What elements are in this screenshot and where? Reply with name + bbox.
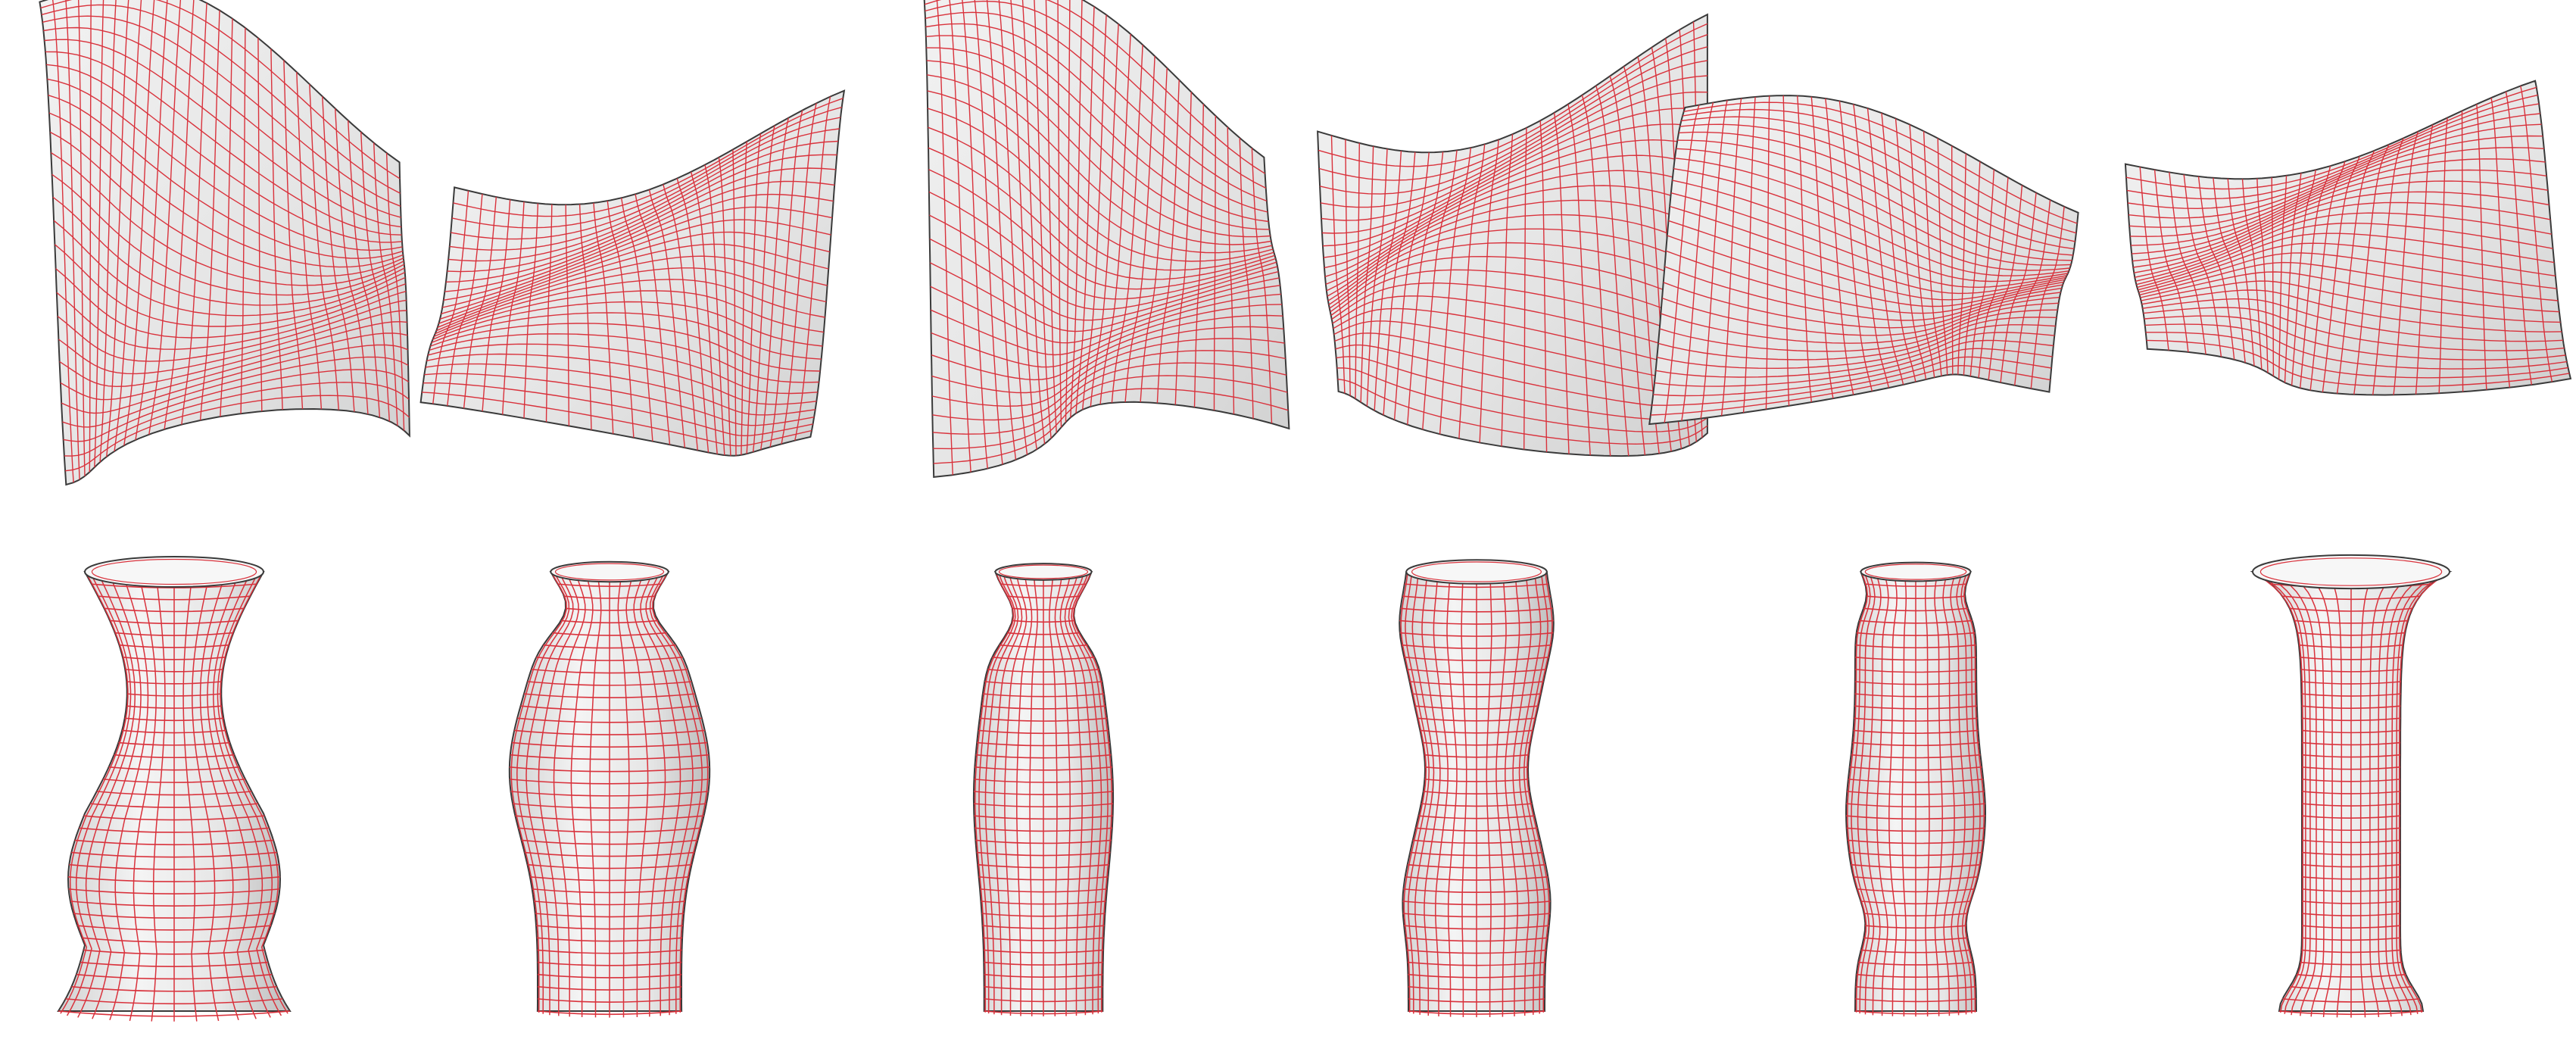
vase-2	[508, 560, 711, 1018]
freeform-patch-2	[419, 89, 846, 457]
vase-surfaces-row	[57, 554, 2453, 1022]
freeform-patch-5	[1648, 95, 2079, 426]
freeform-patches-row	[39, 0, 2572, 486]
freeform-patch-3	[923, 0, 1290, 479]
freeform-patch-4	[1317, 13, 1708, 457]
vase-1	[57, 555, 292, 1022]
vase-4	[1399, 559, 1555, 1018]
freeform-patch-1	[39, 0, 410, 486]
vase-3	[972, 563, 1115, 1016]
vase-5	[1845, 561, 1987, 1017]
freeform-patch-6	[2124, 80, 2572, 396]
vase-6	[2250, 554, 2453, 1018]
